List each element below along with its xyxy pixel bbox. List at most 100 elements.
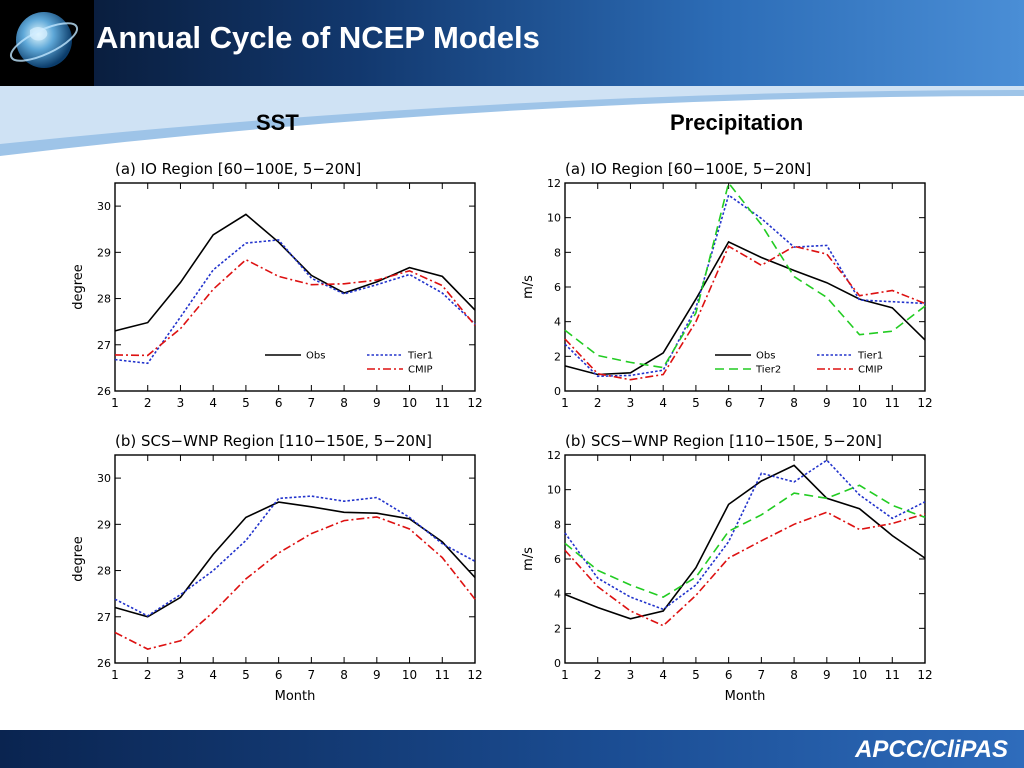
x-tick-label: 3 xyxy=(627,668,635,682)
x-tick-label: 5 xyxy=(242,668,250,682)
legend-label: CMIP xyxy=(858,365,883,376)
y-axis-label: degree xyxy=(71,264,86,310)
series-line-tier2 xyxy=(564,181,926,369)
x-tick-label: 12 xyxy=(467,668,482,682)
x-tick-label: 3 xyxy=(177,668,185,682)
x-axis-label: Month xyxy=(725,689,766,704)
x-tick-label: 2 xyxy=(594,668,602,682)
x-tick-label: 10 xyxy=(402,668,417,682)
y-tick-label: 26 xyxy=(97,385,111,398)
series-line-tier1 xyxy=(114,239,476,365)
x-tick-label: 9 xyxy=(373,668,381,682)
y-tick-label: 12 xyxy=(547,177,561,190)
x-tick-label: 4 xyxy=(209,668,217,682)
x-tick-label: 11 xyxy=(885,396,900,410)
legend-label: CMIP xyxy=(408,365,433,376)
globe-logo xyxy=(0,0,94,86)
x-tick-label: 1 xyxy=(561,668,569,682)
series-line-tier1 xyxy=(564,193,926,378)
x-tick-label: 10 xyxy=(852,668,867,682)
precipitation-column-title: Precipitation xyxy=(670,110,804,135)
x-tick-label: 8 xyxy=(790,668,798,682)
plot-frame xyxy=(114,454,476,664)
y-tick-label: 8 xyxy=(554,518,561,531)
footer-bar: APCC/CliPAS xyxy=(0,730,1024,768)
x-tick-label: 6 xyxy=(725,396,733,410)
y-tick-label: 30 xyxy=(97,200,111,213)
x-axis-label: Month xyxy=(275,689,316,704)
sst-column-title: SST xyxy=(256,110,299,135)
chart-title: (b) SCS−WNP Region [110−150E, 5−20N] xyxy=(565,432,882,450)
x-tick-label: 3 xyxy=(177,396,185,410)
x-tick-label: 5 xyxy=(242,396,250,410)
x-tick-label: 5 xyxy=(692,668,700,682)
y-tick-label: 27 xyxy=(97,339,111,352)
y-tick-label: 8 xyxy=(554,246,561,259)
y-tick-label: 26 xyxy=(97,657,111,670)
x-tick-label: 4 xyxy=(659,668,667,682)
y-tick-label: 30 xyxy=(97,472,111,485)
y-axis-label: degree xyxy=(71,536,86,582)
x-tick-label: 10 xyxy=(852,396,867,410)
x-tick-label: 5 xyxy=(692,396,700,410)
x-tick-label: 11 xyxy=(885,668,900,682)
series-line-tier1 xyxy=(114,495,476,617)
x-tick-label: 8 xyxy=(340,396,348,410)
y-tick-label: 6 xyxy=(554,281,561,294)
x-tick-label: 6 xyxy=(275,396,283,410)
chart-precip-scs-wnp: (b) SCS−WNP Region [110−150E, 5−20N] 0 2 4 6… xyxy=(521,432,933,704)
x-tick-label: 7 xyxy=(308,668,316,682)
x-tick-label: 2 xyxy=(144,668,152,682)
x-tick-label: 1 xyxy=(561,396,569,410)
x-tick-label: 2 xyxy=(144,396,152,410)
x-tick-label: 12 xyxy=(467,396,482,410)
x-tick-label: 6 xyxy=(725,668,733,682)
series-line-tier2 xyxy=(564,484,926,598)
series-line-cmip xyxy=(564,511,926,627)
x-tick-label: 7 xyxy=(758,396,766,410)
legend-label: Obs xyxy=(756,351,775,362)
x-tick-label: 2 xyxy=(594,396,602,410)
chart-precip-io: (a) IO Region [60−100E, 5−20N]0246810121… xyxy=(521,160,933,410)
legend-label: Tier1 xyxy=(407,351,433,362)
legend-label: Obs xyxy=(306,351,325,362)
y-tick-label: 10 xyxy=(547,212,561,225)
series-line-cmip xyxy=(114,516,476,650)
chart-title: (a) IO Region [60−100E, 5−20N] xyxy=(565,160,811,178)
y-tick-label: 27 xyxy=(97,611,111,624)
x-tick-label: 8 xyxy=(790,396,798,410)
x-tick-label: 6 xyxy=(275,668,283,682)
chart-title: (b) SCS−WNP Region [110−150E, 5−20N] xyxy=(115,432,432,450)
y-tick-label: 28 xyxy=(97,565,111,578)
y-tick-label: 2 xyxy=(554,350,561,363)
title-bar: Annual Cycle of NCEP Models xyxy=(0,0,1024,86)
legend-label: Tier2 xyxy=(755,365,781,376)
y-tick-label: 2 xyxy=(554,622,561,635)
y-tick-label: 29 xyxy=(97,246,111,259)
y-tick-label: 12 xyxy=(547,449,561,462)
x-tick-label: 7 xyxy=(758,668,766,682)
x-tick-label: 1 xyxy=(111,396,119,410)
y-tick-label: 4 xyxy=(554,588,561,601)
globe-icon xyxy=(9,12,79,68)
series-line-obs xyxy=(564,240,926,376)
x-tick-label: 10 xyxy=(402,396,417,410)
x-tick-label: 9 xyxy=(373,396,381,410)
x-tick-label: 8 xyxy=(340,668,348,682)
page-title: Annual Cycle of NCEP Models xyxy=(96,20,540,55)
y-axis-label: m/s xyxy=(521,275,536,299)
x-tick-label: 7 xyxy=(308,396,316,410)
y-tick-label: 29 xyxy=(97,518,111,531)
y-tick-label: 0 xyxy=(554,385,561,398)
y-tick-label: 28 xyxy=(97,293,111,306)
x-tick-label: 4 xyxy=(659,396,667,410)
x-tick-label: 9 xyxy=(823,668,831,682)
y-axis-label: m/s xyxy=(521,547,536,571)
x-tick-label: 12 xyxy=(917,668,932,682)
x-tick-label: 11 xyxy=(435,396,450,410)
chart-sst-io: (a) IO Region [60−100E, 5−20N]2627282930… xyxy=(71,160,483,410)
series-line-obs xyxy=(114,213,476,332)
series-line-cmip xyxy=(564,245,926,381)
y-tick-label: 6 xyxy=(554,553,561,566)
series-line-obs xyxy=(114,501,476,618)
